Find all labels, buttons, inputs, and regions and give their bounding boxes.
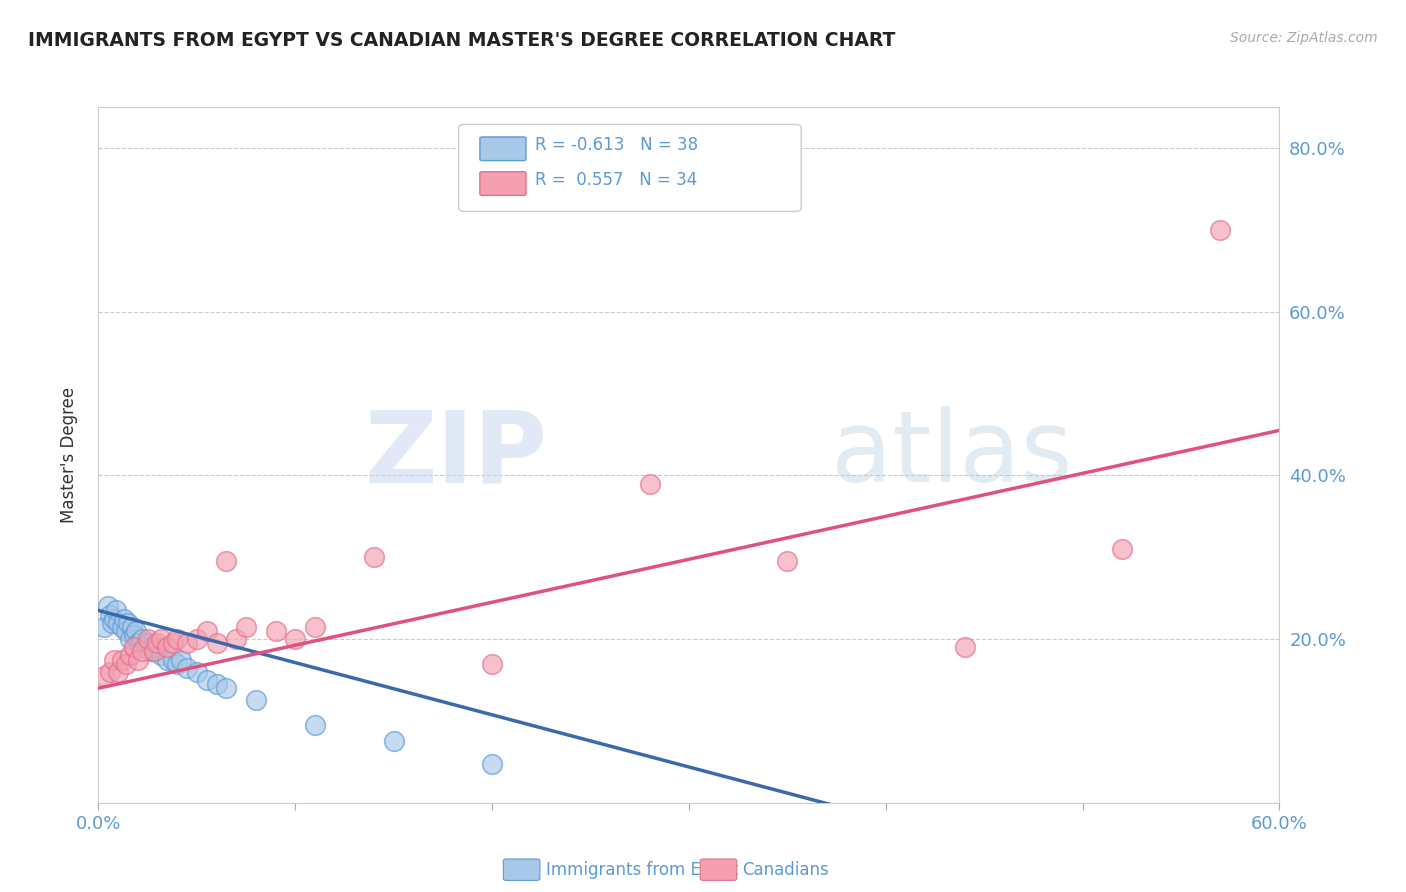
Point [107, 615, 129, 630]
Point [93, 620, 115, 634]
Point [156, 640, 179, 655]
Point [101, 615, 124, 630]
Point [146, 636, 169, 650]
Point [146, 640, 169, 655]
Point [235, 620, 257, 634]
Point [382, 734, 405, 748]
Point [112, 612, 135, 626]
Point [125, 624, 148, 638]
Point [122, 628, 145, 642]
Point [953, 640, 976, 655]
Point [105, 603, 128, 617]
Text: IMMIGRANTS FROM EGYPT VS CANADIAN MASTER'S DEGREE CORRELATION CHART: IMMIGRANTS FROM EGYPT VS CANADIAN MASTER… [28, 31, 896, 50]
Point [215, 554, 238, 568]
Point [136, 632, 159, 646]
Point [131, 644, 153, 658]
Point [195, 624, 218, 638]
Point [176, 661, 198, 675]
Point [131, 632, 153, 646]
Point [205, 677, 228, 691]
Point [195, 673, 218, 687]
Point [166, 632, 188, 646]
Point [122, 640, 145, 655]
Point [127, 636, 149, 650]
Point [121, 620, 143, 634]
Y-axis label: Master's Degree: Master's Degree [59, 387, 77, 523]
Point [150, 648, 173, 663]
Point [264, 624, 287, 638]
Text: Immigrants from Egypt: Immigrants from Egypt [546, 861, 738, 879]
Point [117, 615, 139, 630]
Point [138, 644, 160, 658]
Point [111, 620, 134, 634]
Point [141, 640, 163, 655]
Point [162, 652, 184, 666]
Point [128, 636, 150, 650]
Point [363, 550, 385, 565]
Point [127, 652, 149, 666]
Point [111, 652, 134, 666]
Point [186, 632, 208, 646]
Point [170, 652, 193, 666]
Point [481, 756, 503, 771]
Point [186, 665, 208, 679]
Point [162, 636, 184, 650]
Point [118, 632, 141, 646]
Point [638, 476, 661, 491]
Point [304, 620, 326, 634]
Point [97, 599, 120, 614]
Point [115, 657, 138, 671]
Point [225, 632, 247, 646]
Point [304, 718, 326, 732]
Point [98, 665, 121, 679]
Point [107, 665, 129, 679]
Point [118, 648, 141, 663]
Text: Canadians: Canadians [742, 861, 830, 879]
Point [156, 652, 179, 666]
Point [115, 624, 138, 638]
Point [166, 657, 188, 671]
Point [245, 693, 267, 707]
Point [150, 632, 173, 646]
Text: atlas: atlas [831, 407, 1073, 503]
Point [215, 681, 238, 696]
Point [776, 554, 799, 568]
Point [205, 636, 228, 650]
Text: Source: ZipAtlas.com: Source: ZipAtlas.com [1230, 31, 1378, 45]
FancyBboxPatch shape [479, 172, 526, 195]
Point [98, 607, 121, 622]
Text: R = -0.613   N = 38: R = -0.613 N = 38 [536, 136, 699, 154]
Point [136, 636, 159, 650]
Point [284, 632, 307, 646]
Point [132, 640, 155, 655]
Point [1209, 223, 1232, 237]
Text: R =  0.557   N = 34: R = 0.557 N = 34 [536, 171, 697, 189]
Point [481, 657, 503, 671]
Text: ZIP: ZIP [364, 407, 547, 503]
Point [103, 612, 125, 626]
Point [176, 636, 198, 650]
FancyBboxPatch shape [458, 124, 801, 211]
FancyBboxPatch shape [479, 137, 526, 161]
Point [93, 669, 115, 683]
Point [103, 652, 125, 666]
Point [142, 644, 165, 658]
Point [1111, 542, 1133, 557]
Point [142, 644, 165, 658]
